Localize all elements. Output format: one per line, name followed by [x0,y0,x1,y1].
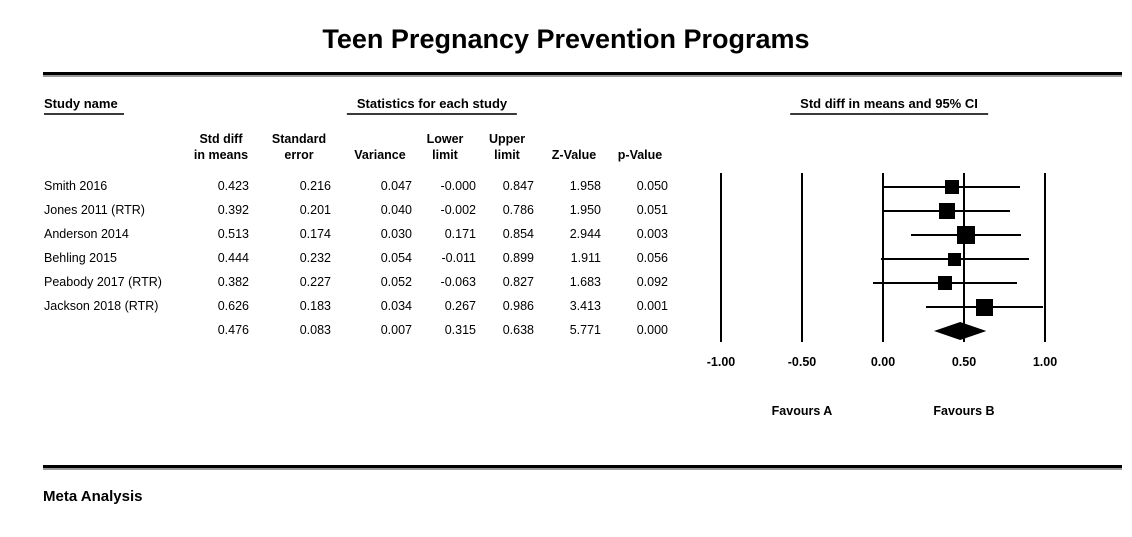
top-rule [43,72,1122,75]
study-name: Jones 2011 (RTR) [44,203,145,217]
stat-cell: 0.827 [502,275,534,289]
stat-cell: 0.054 [380,251,412,265]
plot-gridline [801,173,803,342]
stat-cell: 0.444 [217,251,249,265]
meta-analysis-label: Meta Analysis [43,488,143,505]
study-name: Smith 2016 [44,179,108,193]
stat-cell: 0.786 [502,203,534,217]
stat-cell: 0.051 [636,203,668,217]
stat-cell: 0.227 [299,275,331,289]
stat-cell: 0.847 [502,179,534,193]
stat-cell: -0.002 [440,203,476,217]
stat-cell: 0.513 [217,227,249,241]
study-name: Peabody 2017 (RTR) [44,275,162,289]
summary-diamond [934,322,987,340]
stat-cell: 0.201 [299,203,331,217]
stat-cell: 0.083 [299,323,331,337]
bottom-rule [43,465,1122,468]
column-header-line2: in means [193,148,249,162]
x-tick-label: 0.50 [951,355,977,369]
stat-cell: 0.986 [502,299,534,313]
stat-cell: 0.626 [217,299,249,313]
study-name: Anderson 2014 [44,227,129,241]
stat-cell: 0.392 [217,203,249,217]
stat-cell: 0.034 [380,299,412,313]
study-name: Jackson 2018 (RTR) [44,299,159,313]
study-name: Behling 2015 [44,251,117,265]
stat-cell: 0.476 [217,323,249,337]
column-header-line2: limit [494,148,520,162]
stat-cell: -0.000 [440,179,476,193]
favours-a-label: Favours A [771,404,833,418]
stat-cell: 1.911 [570,251,601,265]
effect-square [938,203,955,219]
x-tick-label: -1.00 [706,355,736,369]
stat-cell: 0.003 [636,227,668,241]
stat-cell: 0.047 [380,179,412,193]
stat-cell: 0.007 [380,323,412,337]
stat-cell: 0.056 [636,251,668,265]
stat-cell: 0.423 [217,179,249,193]
stat-cell: 2.944 [569,227,601,241]
plot-gridline [963,173,965,342]
stat-cell: 0.183 [299,299,331,313]
stat-cell: 0.001 [636,299,668,313]
stat-cell: 0.000 [636,323,668,337]
stat-cell: 5.771 [569,323,601,337]
stat-cell: 1.950 [569,203,601,217]
stat-cell: 0.050 [636,179,668,193]
plot-gridline [882,173,884,342]
column-header-line2: limit [432,148,458,162]
effect-square [948,252,962,266]
column-header-line2: Z-Value [551,148,597,162]
column-header-line2: p-Value [617,148,663,162]
plot-gridline [720,173,722,342]
stat-cell: 0.638 [502,323,534,337]
stat-cell: 0.030 [380,227,412,241]
report-title: Teen Pregnancy Prevention Programs [322,24,810,54]
column-header-line1: Standard [271,132,327,146]
effect-square [944,180,959,194]
stat-cell: 3.413 [569,299,601,313]
x-tick-label: 1.00 [1032,355,1058,369]
study-name-header: Study name [44,96,124,115]
effect-square [937,276,952,290]
x-tick-label: -0.50 [787,355,817,369]
stat-cell: 0.232 [299,251,331,265]
stat-cell: 1.958 [569,179,601,193]
stat-cell: 0.899 [502,251,534,265]
stat-cell: 1.683 [569,275,601,289]
column-header-line2: Variance [354,148,406,162]
favours-b-label: Favours B [933,404,995,418]
stat-cell: 0.382 [217,275,249,289]
stat-cell: -0.011 [441,251,476,265]
effect-square [957,226,976,244]
plot-gridline [1044,173,1046,342]
stat-cell: 0.267 [444,299,476,313]
column-header-line2: error [284,148,314,162]
stat-cell: 0.174 [299,227,331,241]
column-header-line1: Lower [426,132,464,146]
x-tick-label: 0.00 [870,355,896,369]
stat-cell: 0.052 [380,275,412,289]
stat-cell: 0.216 [299,179,331,193]
stat-cell: 0.854 [502,227,534,241]
stat-cell: 0.092 [636,275,668,289]
stat-cell: 0.315 [444,323,476,337]
stat-cell: 0.040 [380,203,412,217]
effect-square [975,298,993,316]
stat-cell: -0.063 [440,275,476,289]
stat-cell: 0.171 [444,227,476,241]
column-header-line1: Std diff [199,132,243,146]
ci-header: Std diff in means and 95% CI [790,96,988,115]
column-header-line1: Upper [488,132,526,146]
statistics-header: Statistics for each study [346,96,518,115]
